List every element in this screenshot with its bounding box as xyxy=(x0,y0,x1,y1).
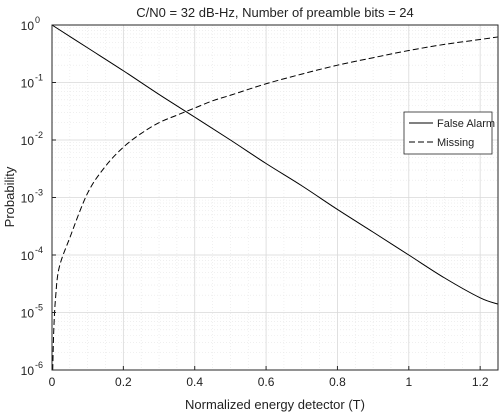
legend-label-false-alarm: False Alarm xyxy=(437,118,495,130)
x-tick-label: 0.8 xyxy=(329,375,346,389)
y-tick-label: 10 xyxy=(21,19,35,33)
y-axis-label: Probability xyxy=(2,166,17,227)
x-tick-label: 1 xyxy=(405,375,412,389)
y-tick-label: 10 xyxy=(21,249,35,263)
chart-title: C/N0 = 32 dB-Hz, Number of preamble bits… xyxy=(136,5,413,20)
x-tick-label: 0.6 xyxy=(258,375,275,389)
legend-label-missing: Missing xyxy=(437,137,474,149)
x-tick-label: 0.2 xyxy=(115,375,132,389)
major-grid xyxy=(52,25,498,370)
series-line-missing xyxy=(52,36,499,371)
y-tick-label: 10 xyxy=(21,307,35,321)
y-tick-exponent: -3 xyxy=(35,188,43,198)
y-tick-label: 10 xyxy=(21,192,35,206)
y-tick-exponent: -6 xyxy=(35,360,43,370)
x-tick-label: 0 xyxy=(49,375,56,389)
x-tick-label: 0.4 xyxy=(186,375,203,389)
x-tick-label: 1.2 xyxy=(472,375,489,389)
series-layer xyxy=(51,24,499,371)
x-axis-label: Normalized energy detector (T) xyxy=(185,397,365,412)
y-tick-exponent: -5 xyxy=(35,303,43,313)
y-tick-exponent: 0 xyxy=(35,15,40,25)
legend-box xyxy=(403,111,493,155)
y-tick-exponent: -2 xyxy=(35,130,43,140)
legend: False Alarm Missing xyxy=(403,111,495,155)
y-tick-label: 10 xyxy=(21,134,35,148)
y-tick-exponent: -1 xyxy=(35,73,43,83)
series-line-false-alarm xyxy=(51,24,499,305)
y-tick-label: 10 xyxy=(21,77,35,91)
y-tick-label: 10 xyxy=(21,364,35,378)
y-tick-exponent: -4 xyxy=(35,245,43,255)
x-axis-ticks: 0 0.2 0.4 0.6 0.8 1 1.2 xyxy=(49,366,489,389)
